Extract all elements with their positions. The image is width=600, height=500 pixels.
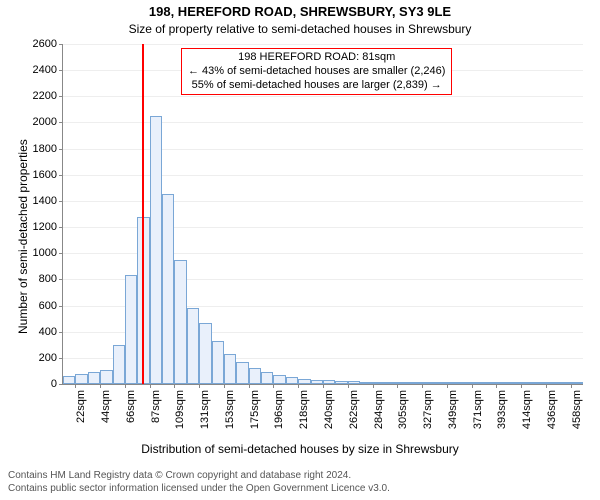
x-tick-label: 458sqm [571, 390, 583, 429]
callout-line3: 55% of semi-detached houses are larger (… [188, 79, 445, 93]
histogram-bar [472, 382, 484, 384]
histogram-bar [212, 341, 224, 384]
histogram-bar [249, 368, 261, 384]
chart-title-line1: 198, HEREFORD ROAD, SHREWSBURY, SY3 9LE [0, 4, 600, 19]
histogram-bar [75, 374, 87, 384]
histogram-bar [261, 372, 273, 384]
histogram-bar [273, 375, 285, 384]
x-tick-label: 196sqm [273, 390, 285, 429]
histogram-bar [484, 382, 496, 384]
y-tick-label: 400 [39, 326, 57, 338]
callout-box: 198 HEREFORD ROAD: 81sqm← 43% of semi-de… [181, 48, 452, 95]
histogram-bar [360, 382, 372, 384]
histogram-bar [199, 323, 211, 384]
histogram-bar [434, 382, 446, 384]
y-tick-label: 1000 [33, 247, 57, 259]
histogram-bar [63, 376, 75, 384]
footer-attribution: Contains HM Land Registry data © Crown c… [8, 470, 390, 495]
histogram-bar [521, 382, 533, 384]
y-axis-label: Number of semi-detached properties [16, 139, 30, 334]
histogram-bar [174, 260, 186, 384]
x-tick-label: 371sqm [472, 390, 484, 429]
y-tick-label: 600 [39, 300, 57, 312]
histogram-bar [125, 275, 137, 384]
gridline-h [63, 122, 583, 123]
histogram-bar [447, 382, 459, 384]
histogram-bar [162, 194, 174, 384]
x-tick-label: 153sqm [224, 390, 236, 429]
y-tick-label: 2200 [33, 90, 57, 102]
histogram-bar [509, 382, 521, 384]
gridline-h [63, 44, 583, 45]
x-tick-label: 131sqm [199, 390, 211, 429]
footer-line1: Contains HM Land Registry data © Crown c… [8, 470, 390, 483]
histogram-bar [335, 381, 347, 384]
x-tick-label: 22sqm [75, 390, 87, 423]
y-tick-label: 0 [51, 378, 57, 390]
histogram-bar [533, 382, 545, 384]
x-tick-label: 44sqm [100, 390, 112, 423]
histogram-bar [385, 382, 397, 384]
y-tick-label: 2600 [33, 38, 57, 50]
histogram-bar [410, 382, 422, 384]
histogram-bar [546, 382, 558, 384]
histogram-bar [311, 380, 323, 384]
x-tick-label: 87sqm [150, 390, 162, 423]
footer-line2: Contains public sector information licen… [8, 483, 390, 496]
x-tick-label: 240sqm [323, 390, 335, 429]
chart-stage: { "chart": { "type": "histogram", "title… [0, 0, 600, 500]
y-tick-label: 2400 [33, 64, 57, 76]
x-tick-label: 262sqm [348, 390, 360, 429]
subject-marker-line [142, 44, 144, 384]
gridline-h [63, 96, 583, 97]
chart-title-line2: Size of property relative to semi-detach… [0, 22, 600, 36]
x-tick-label: 327sqm [422, 390, 434, 429]
y-tick-label: 800 [39, 273, 57, 285]
callout-line2: ← 43% of semi-detached houses are smalle… [188, 65, 445, 79]
x-tick-label: 284sqm [373, 390, 385, 429]
x-tick-label: 175sqm [249, 390, 261, 429]
histogram-bar [397, 382, 409, 384]
callout-line1: 198 HEREFORD ROAD: 81sqm [188, 51, 445, 65]
y-tick-label: 200 [39, 352, 57, 364]
histogram-bar [236, 362, 248, 384]
y-tick-label: 1800 [33, 143, 57, 155]
y-tick-label: 2000 [33, 116, 57, 128]
histogram-bar [348, 381, 360, 384]
histogram-bar [459, 382, 471, 384]
histogram-bar [150, 116, 162, 384]
gridline-h [63, 149, 583, 150]
x-tick-label: 109sqm [174, 390, 186, 429]
x-tick-label: 393sqm [496, 390, 508, 429]
x-tick-label: 66sqm [125, 390, 137, 423]
x-axis-label: Distribution of semi-detached houses by … [0, 442, 600, 456]
y-tick-label: 1400 [33, 195, 57, 207]
gridline-h [63, 201, 583, 202]
histogram-bar [571, 382, 583, 384]
histogram-bar [422, 382, 434, 384]
gridline-h [63, 175, 583, 176]
histogram-bar [558, 382, 570, 384]
histogram-bar [373, 382, 385, 384]
x-tick-label: 414sqm [521, 390, 533, 429]
histogram-bar [187, 308, 199, 384]
histogram-bar [298, 379, 310, 384]
histogram-bar [113, 345, 125, 384]
histogram-bar [88, 372, 100, 384]
histogram-bar [323, 380, 335, 384]
x-tick-label: 218sqm [298, 390, 310, 429]
y-tick-label: 1600 [33, 169, 57, 181]
histogram-bar [100, 370, 112, 384]
histogram-bar [496, 382, 508, 384]
y-tick-label: 1200 [33, 221, 57, 233]
plot-area: 0200400600800100012001400160018002000220… [62, 44, 583, 385]
histogram-bar [286, 377, 298, 384]
histogram-bar [224, 354, 236, 384]
x-tick-label: 349sqm [447, 390, 459, 429]
x-tick-label: 436sqm [546, 390, 558, 429]
x-tick-label: 305sqm [397, 390, 409, 429]
